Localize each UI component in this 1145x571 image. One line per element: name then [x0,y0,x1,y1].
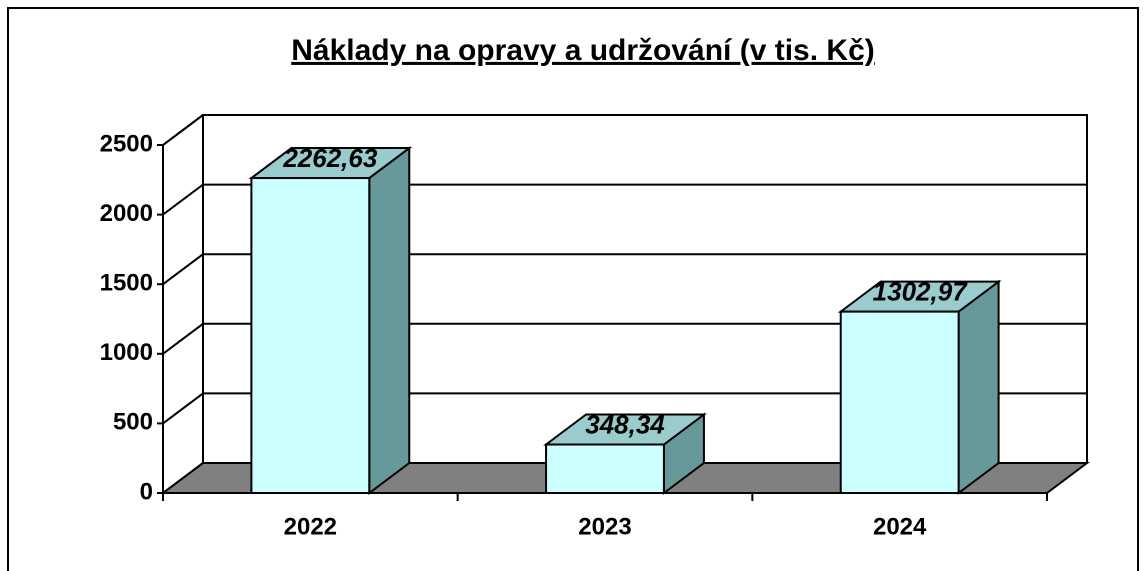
grid-line [162,392,1087,425]
chart-title: Náklady na opravy a udržování (v tis. Kč… [291,34,875,67]
grid-line [162,183,1087,216]
y-tick-label: 0 [140,478,153,505]
y-tick-label: 500 [113,409,153,436]
y-tick-label: 2000 [100,200,153,227]
bar [250,177,371,494]
bar-side [368,146,411,495]
side-wall [162,114,204,493]
y-tick-label: 1000 [100,339,153,366]
chart-border [7,7,1139,571]
bar [545,443,665,495]
y-tick-label: 2500 [100,130,153,157]
grid-line [162,253,1087,285]
bar-side [957,279,1000,495]
value-label: 2262,63 [282,143,378,173]
bar [839,310,960,495]
y-tick-label: 1500 [100,270,153,297]
grid-line [162,462,1087,494]
value-label: 1302,97 [873,277,969,307]
x-tick-label: 2023 [578,513,631,540]
x-tick-label: 2024 [873,513,927,540]
grid-line [162,114,1087,146]
grid-line [162,322,1087,355]
value-label: 348,34 [585,409,665,439]
x-tick-label: 2022 [284,513,337,540]
